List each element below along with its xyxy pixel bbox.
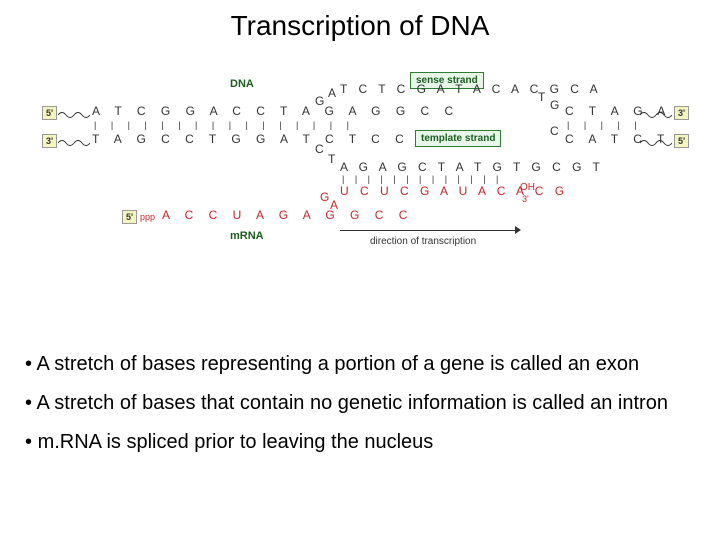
- direction-arrow-line: [340, 230, 515, 231]
- curve-template-t: T: [328, 152, 335, 166]
- rna-3prime: 3': [522, 194, 529, 204]
- end-5-bottom-right: 5': [674, 134, 689, 148]
- wavy-bot-right: [640, 135, 672, 145]
- bonds-left: | | | | | | | | | | | | | | | |: [94, 120, 355, 130]
- bonds-mid: | | | | | | | | | | | | |: [342, 174, 502, 184]
- template-mid-seq: A G A G C T A T G T G C G T: [340, 160, 604, 174]
- bullet-text-2: A stretch of bases that contain no genet…: [36, 392, 667, 414]
- template-left-seq: T A G C C T G G A T C T C C G G: [92, 132, 459, 146]
- curve-sense-a: A: [328, 86, 336, 100]
- ppp-label: ppp: [140, 212, 155, 222]
- curve-template-c: C: [315, 142, 324, 156]
- curve-right-g: G: [550, 98, 559, 112]
- sense-left-seq: A T C G G A C C T A G A G G C C: [92, 104, 459, 118]
- transcription-diagram: DNA sense strand 5' 3' A T C G G A C C T…: [20, 72, 700, 322]
- wavy-bot-left: [58, 135, 90, 145]
- end-3-bottom-left: 3': [42, 134, 57, 148]
- sense-top-seq: T C T C G A T A C A C G C A: [340, 82, 602, 96]
- bullet-text-3: m.RNA is spliced prior to leaving the nu…: [38, 431, 434, 453]
- rna-left-seq: A C C U A G A G G C C: [162, 208, 413, 222]
- bonds-right: | | | | |: [567, 120, 643, 130]
- curve-right-t: T: [538, 90, 545, 104]
- direction-arrow-head: [515, 226, 521, 234]
- oh-label: OH: [520, 182, 535, 193]
- page-title: Transcription of DNA: [0, 0, 720, 42]
- end-5-top-left: 5': [42, 106, 57, 120]
- curve-right-c: C: [550, 124, 559, 138]
- bullet-intron: • A stretch of bases that contain no gen…: [25, 391, 695, 416]
- bullet-text-1: A stretch of bases representing a portio…: [36, 353, 639, 375]
- dna-label: DNA: [230, 78, 254, 90]
- curve-sense-g: G: [315, 94, 324, 108]
- rna-curve-g: G: [320, 190, 329, 204]
- rna-5-end: 5': [122, 210, 137, 224]
- mrna-label: mRNA: [230, 230, 264, 242]
- bullet-exon: • A stretch of bases representing a port…: [25, 352, 695, 377]
- wavy-top-right: [640, 107, 672, 117]
- bullet-splice: • m.RNA is spliced prior to leaving the …: [25, 430, 695, 455]
- direction-label: direction of transcription: [370, 236, 476, 247]
- end-3-top-right: 3': [674, 106, 689, 120]
- wavy-top-left: [58, 107, 90, 117]
- bullet-list: • A stretch of bases representing a port…: [0, 342, 720, 455]
- template-strand-box: template strand: [415, 130, 501, 147]
